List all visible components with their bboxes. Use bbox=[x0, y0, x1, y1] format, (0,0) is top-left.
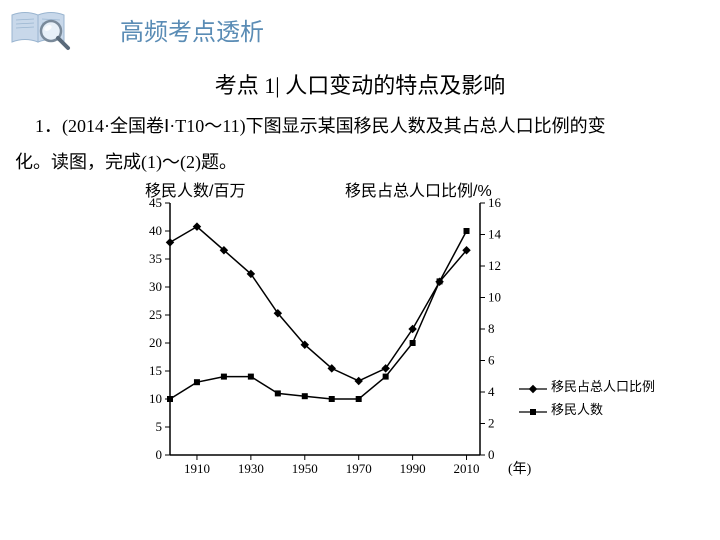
legend-label-1: 移民占总人口比例 bbox=[551, 375, 655, 398]
svg-text:35: 35 bbox=[149, 251, 162, 266]
legend-label-2: 移民人数 bbox=[551, 398, 603, 421]
legend-item-count: 移民人数 bbox=[519, 398, 655, 421]
svg-text:10: 10 bbox=[488, 290, 501, 305]
left-axis-label: 移民人数/百万 bbox=[145, 177, 245, 201]
svg-text:2: 2 bbox=[488, 416, 495, 431]
svg-text:0: 0 bbox=[156, 447, 163, 462]
svg-text:1930: 1930 bbox=[238, 461, 264, 476]
body-line-1: 1．(2014·全国卷Ⅰ·T10～11)下图显示某国移民人数及其占总人口比例的变 bbox=[35, 116, 606, 136]
svg-text:(年): (年) bbox=[508, 461, 532, 477]
svg-text:1910: 1910 bbox=[184, 461, 210, 476]
svg-text:14: 14 bbox=[488, 227, 502, 242]
body-line-2: 化。读图，完成(1)～(2)题。 bbox=[15, 144, 237, 180]
svg-text:2010: 2010 bbox=[454, 461, 480, 476]
svg-text:30: 30 bbox=[149, 279, 162, 294]
svg-text:40: 40 bbox=[149, 223, 162, 238]
topic-title: 考点 1| 人口变动的特点及影响 bbox=[0, 68, 720, 100]
svg-text:10: 10 bbox=[149, 391, 162, 406]
svg-text:12: 12 bbox=[488, 258, 501, 273]
svg-text:1970: 1970 bbox=[346, 461, 372, 476]
svg-text:25: 25 bbox=[149, 307, 162, 322]
svg-text:5: 5 bbox=[156, 419, 163, 434]
svg-text:15: 15 bbox=[149, 363, 162, 378]
svg-text:20: 20 bbox=[149, 335, 162, 350]
right-axis-label: 移民占总人口比例/% bbox=[345, 177, 492, 201]
body-text: 1．(2014·全国卷Ⅰ·T10～11)下图显示某国移民人数及其占总人口比例的变… bbox=[0, 100, 720, 180]
chart: 移民人数/百万 移民占总人口比例/% 051015202530354045024… bbox=[120, 185, 600, 485]
chart-svg: 0510152025303540450246810121416191019301… bbox=[120, 185, 600, 485]
legend-item-percent: 移民占总人口比例 bbox=[519, 375, 655, 398]
svg-text:4: 4 bbox=[488, 384, 495, 399]
header-title: 高频考点透析 bbox=[120, 12, 264, 47]
svg-text:0: 0 bbox=[488, 447, 495, 462]
svg-text:1990: 1990 bbox=[400, 461, 426, 476]
svg-text:1950: 1950 bbox=[292, 461, 318, 476]
legend: 移民占总人口比例 移民人数 bbox=[519, 375, 655, 422]
header-bar: 高频考点透析 bbox=[0, 0, 720, 48]
svg-text:8: 8 bbox=[488, 321, 495, 336]
magnifier-icon bbox=[38, 18, 72, 57]
svg-text:6: 6 bbox=[488, 353, 495, 368]
